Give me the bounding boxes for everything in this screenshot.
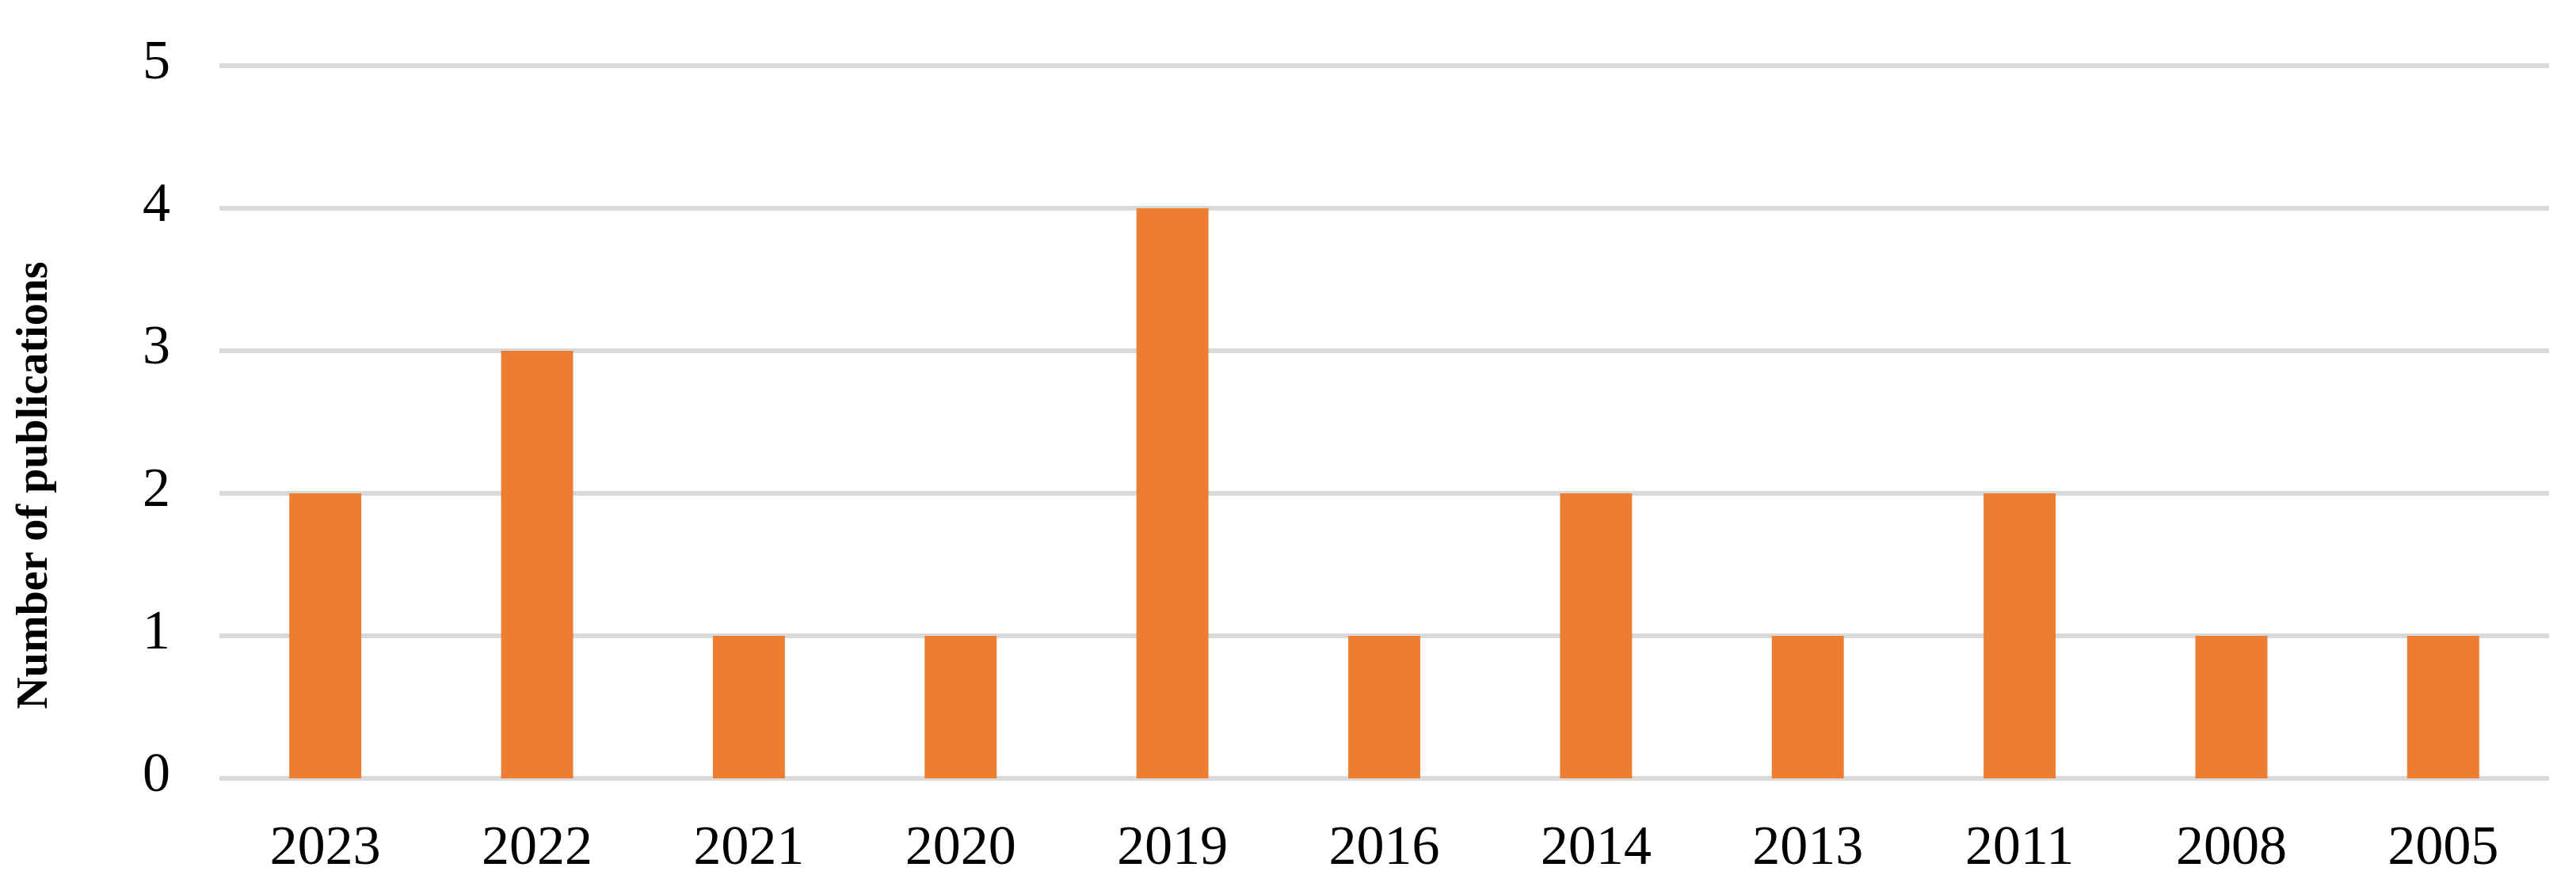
y-tick-label: 3 [143,315,170,376]
y-tick-label: 5 [143,30,170,91]
x-tick-label: 2014 [1541,816,1652,877]
y-tick-label: 1 [143,600,170,661]
bar [1348,636,1420,778]
bar [2406,636,2479,778]
x-tick-label: 2022 [482,816,593,877]
bar [712,636,785,778]
y-tick-label: 4 [143,173,170,234]
x-tick-label: 2008 [2176,816,2287,877]
bar [924,636,997,778]
bar [289,493,362,778]
x-tick-label: 2019 [1117,816,1228,877]
y-axis-title: Number of publications [8,261,57,709]
bar [501,351,574,778]
bar [1771,636,1844,778]
x-tick-label: 2005 [2387,816,2498,877]
y-tick-label: 0 [143,743,170,804]
bar [1983,493,2056,778]
bar [1560,493,1633,778]
x-tick-label: 2013 [1752,816,1863,877]
y-tick-label: 2 [143,458,170,519]
x-tick-label: 2020 [905,816,1016,877]
bar [1136,208,1209,778]
x-tick-label: 2021 [693,816,804,877]
x-tick-label: 2023 [270,816,381,877]
bar [2195,636,2268,778]
x-tick-label: 2011 [1965,816,2074,877]
x-tick-label: 2016 [1329,816,1440,877]
